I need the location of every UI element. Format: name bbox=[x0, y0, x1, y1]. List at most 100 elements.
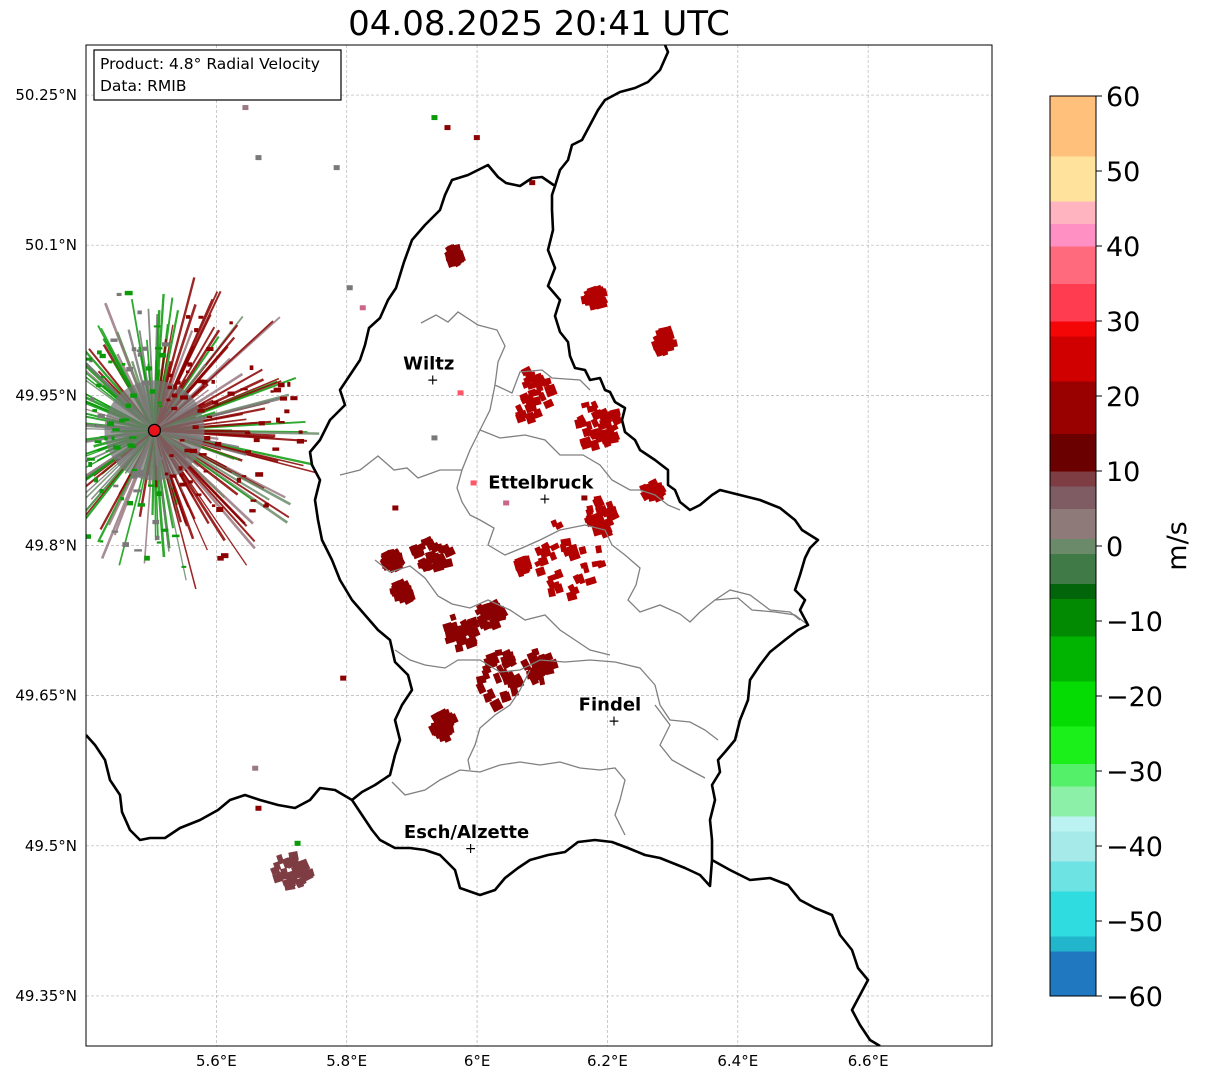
canton-border-redange bbox=[374, 559, 611, 656]
echo-gate bbox=[534, 546, 543, 557]
clutter-gate bbox=[229, 321, 233, 325]
canton-border-mersch bbox=[487, 524, 809, 626]
clutter-gate bbox=[131, 468, 138, 472]
echo-gate bbox=[529, 180, 536, 186]
lat-tick-label: 50.1°N bbox=[25, 236, 77, 254]
echo-gate bbox=[242, 105, 249, 111]
clutter-gate bbox=[58, 523, 62, 527]
echo-gate bbox=[543, 383, 558, 398]
colorbar-tick-label: −30 bbox=[1106, 757, 1163, 788]
echo-gate bbox=[589, 439, 601, 452]
echo-gate bbox=[449, 255, 460, 265]
echo-gate bbox=[523, 393, 535, 404]
echo-gate bbox=[441, 558, 454, 569]
echo-gate bbox=[590, 417, 600, 428]
clutter-gate bbox=[137, 469, 145, 474]
echo-gate bbox=[542, 398, 555, 410]
clutter-gate bbox=[227, 391, 235, 396]
clutter-gate bbox=[169, 454, 174, 457]
echo-gate bbox=[596, 512, 605, 524]
clutter-gate bbox=[181, 565, 187, 568]
clutter-gate bbox=[121, 362, 126, 366]
echo-gate bbox=[473, 135, 480, 141]
echo-gate bbox=[272, 872, 284, 884]
echo-gate bbox=[475, 674, 487, 685]
colorbar: 60 50 40 30 20 10 0 −10 −20 −30 −40 −50 −60 m/s bbox=[1049, 82, 1193, 1013]
data-source-label: Data: RMIB bbox=[100, 77, 187, 95]
clutter-gate bbox=[186, 315, 191, 319]
echo-gate bbox=[515, 412, 527, 424]
clutter-gate bbox=[152, 519, 160, 525]
echo-gate bbox=[288, 870, 298, 883]
echo-gate bbox=[426, 551, 433, 558]
clutter-gate bbox=[131, 347, 137, 352]
echo-gate bbox=[528, 673, 540, 686]
clutter-gate bbox=[127, 443, 135, 448]
clutter-gate bbox=[211, 504, 216, 507]
echo-gate bbox=[569, 586, 580, 596]
clutter-gate bbox=[236, 477, 242, 483]
echo-gate bbox=[538, 545, 552, 559]
colorbar-segment bbox=[1050, 538, 1096, 554]
colorbar-segment bbox=[1050, 786, 1096, 817]
echo-gate bbox=[466, 635, 478, 647]
echo-gate bbox=[423, 557, 432, 566]
echo-gate bbox=[512, 672, 524, 686]
echo-gate bbox=[419, 560, 430, 573]
echo-gate bbox=[482, 621, 494, 630]
clutter-gate bbox=[101, 375, 105, 379]
echo-gate bbox=[606, 518, 615, 527]
clutter-gate bbox=[129, 436, 137, 439]
city-label: Ettelbruck bbox=[488, 472, 594, 493]
colorbar-segment bbox=[1050, 433, 1096, 472]
clutter-gate bbox=[214, 441, 222, 447]
canton-border-grevenmacher bbox=[714, 589, 801, 621]
map-panel: +Wiltz+Ettelbruck+Findel+Esch/Alzette Pr… bbox=[58, 45, 992, 1046]
clutter-gate bbox=[117, 455, 122, 459]
echo-gate bbox=[359, 305, 366, 311]
echo-gate bbox=[346, 285, 353, 291]
clutter-gate bbox=[180, 395, 189, 400]
graticule bbox=[86, 45, 992, 1046]
clutter-gate bbox=[276, 417, 280, 423]
radar-near-range-clutter bbox=[58, 277, 320, 590]
city-marker: + bbox=[427, 372, 439, 388]
echo-gate bbox=[442, 621, 454, 632]
colorbar-tick-label: 40 bbox=[1106, 232, 1140, 263]
echo-gate bbox=[444, 125, 451, 131]
echo-gate bbox=[649, 478, 658, 487]
clutter-gate bbox=[125, 403, 132, 408]
echo-gate bbox=[653, 345, 666, 357]
colorbar-segment bbox=[1050, 936, 1096, 952]
colorbar-tick-label: −20 bbox=[1106, 682, 1163, 713]
canton-border-diekirch bbox=[479, 429, 681, 511]
echo-gate bbox=[601, 507, 613, 518]
clutter-gate bbox=[120, 497, 125, 501]
colorbar-tick-label: −50 bbox=[1106, 907, 1163, 938]
echo-gate bbox=[486, 688, 496, 700]
echo-gate bbox=[380, 552, 393, 564]
clutter-gate bbox=[133, 489, 142, 493]
echo-gate bbox=[281, 878, 291, 887]
belgium-france-border bbox=[86, 734, 353, 842]
lon-tick-label: 6.6°E bbox=[848, 1052, 889, 1070]
clutter-gate bbox=[187, 362, 193, 367]
lon-tick-label: 6°E bbox=[464, 1052, 491, 1070]
echo-gate bbox=[586, 513, 595, 524]
echo-gate bbox=[524, 369, 533, 379]
colorbar-segments bbox=[1050, 96, 1096, 997]
colorbar-segment bbox=[1050, 553, 1096, 584]
radar-site-marker bbox=[147, 423, 162, 438]
echo-gate bbox=[288, 851, 299, 862]
clutter-gate bbox=[178, 466, 183, 471]
clutter-gate bbox=[86, 357, 93, 361]
clutter-gate bbox=[264, 502, 269, 508]
echo-gate bbox=[457, 390, 464, 396]
storm-cells bbox=[209, 85, 678, 891]
echo-gate bbox=[252, 765, 259, 771]
clutter-gate bbox=[240, 388, 248, 391]
echo-gate bbox=[544, 663, 555, 676]
colorbar-unit-label: m/s bbox=[1162, 521, 1193, 570]
echo-gate bbox=[542, 380, 550, 388]
echo-gate bbox=[494, 611, 507, 622]
